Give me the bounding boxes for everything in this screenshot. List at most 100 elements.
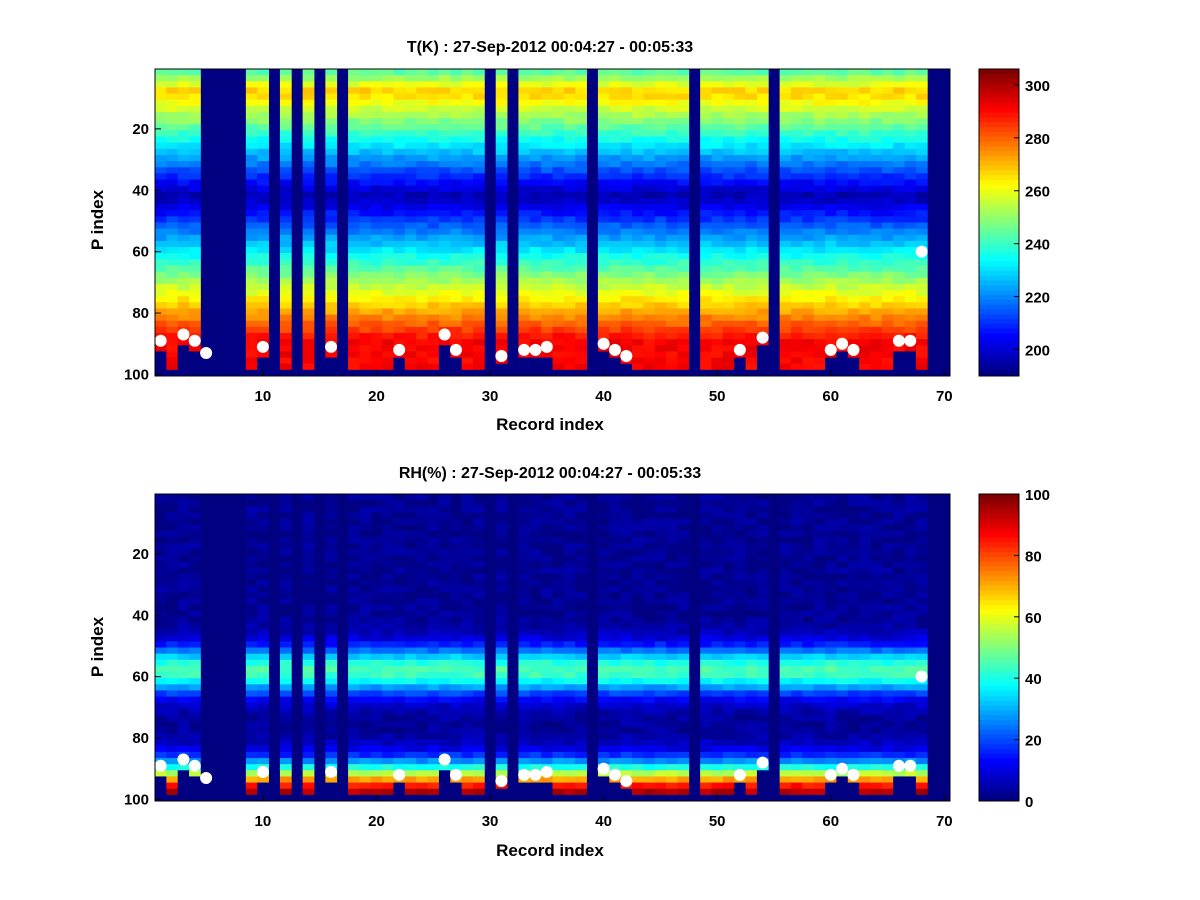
humidity-heatmap-cell: [325, 721, 338, 728]
temperature-heatmap-cell: [155, 124, 167, 131]
temperature-heatmap-cell: [791, 240, 803, 248]
humidity-heatmap-cell: [427, 536, 440, 544]
temperature-heatmap-cell: [541, 142, 553, 150]
humidity-heatmap-cell: [370, 708, 383, 716]
temperature-heatmap-cell: [904, 105, 917, 113]
humidity-heatmap-cell: [370, 647, 383, 655]
humidity-heatmap-cell: [734, 604, 746, 612]
humidity-heatmap-cell: [541, 518, 553, 526]
temperature-heatmap-cell: [541, 265, 553, 273]
humidity-heatmap-cell: [155, 518, 167, 526]
temperature-heatmap-cell: [666, 308, 678, 315]
humidity-heatmap-cell: [666, 733, 678, 740]
humidity-heatmap-cell: [155, 598, 167, 605]
temperature-heatmap-cell: [427, 142, 440, 150]
temperature-heatmap-cell: [404, 314, 417, 322]
temperature-heatmap-cell: [666, 314, 678, 322]
temperature-heatmap-cell: [575, 87, 587, 94]
humidity-heatmap-cell: [632, 604, 644, 612]
humidity-heatmap-cell: [666, 579, 678, 587]
humidity-heatmap-cell: [495, 727, 508, 734]
humidity-heatmap-cell: [529, 782, 542, 790]
temperature-heatmap-cell: [563, 105, 576, 113]
temperature-heatmap-cell: [189, 87, 201, 94]
temperature-heatmap-cell: [529, 111, 542, 119]
humidity-heatmap-cell: [325, 524, 338, 532]
humidity-heatmap-cell: [529, 494, 542, 501]
temperature-heatmap-cell: [473, 308, 485, 315]
temperature-heatmap-cell: [155, 154, 167, 162]
humidity-heatmap-cell: [177, 764, 190, 771]
temperature-heatmap-cell: [915, 105, 928, 113]
temperature-heatmap-cell: [620, 320, 633, 328]
temperature-record-column: [836, 69, 849, 377]
humidity-heatmap-cell: [495, 708, 508, 716]
temperature-heatmap-cell: [370, 173, 383, 180]
temperature-heatmap-cell: [359, 277, 372, 285]
temperature-heatmap-cell: [518, 173, 531, 180]
temperature-heatmap-cell: [348, 173, 360, 180]
humidity-heatmap-cell: [575, 782, 587, 790]
humidity-heatmap-cell: [404, 536, 417, 544]
humidity-heatmap-cell: [575, 622, 587, 630]
humidity-heatmap-cell: [541, 788, 553, 796]
temperature-heatmap-cell: [438, 87, 451, 94]
humidity-heatmap-cell: [495, 518, 508, 526]
temperature-heatmap-cell: [859, 326, 871, 334]
humidity-heatmap-cell: [302, 678, 315, 685]
temperature-heatmap-cell: [632, 326, 644, 334]
humidity-heatmap-cell: [166, 543, 179, 550]
humidity-heatmap-cell: [461, 647, 474, 655]
temperature-heatmap-cell: [756, 369, 769, 377]
temperature-heatmap-cell: [189, 277, 201, 285]
temperature-heatmap-cell: [189, 271, 201, 279]
humidity-heatmap-cell: [518, 494, 531, 501]
temperature-heatmap-cell: [620, 259, 633, 266]
humidity-heatmap-cell: [734, 616, 746, 624]
temperature-heatmap-cell: [279, 253, 292, 260]
humidity-heatmap-cell: [700, 573, 712, 581]
temperature-heatmap-cell: [847, 167, 860, 174]
temperature-heatmap-cell: [711, 333, 724, 340]
temperature-heatmap-cell: [461, 124, 474, 131]
temperature-heatmap-cell: [881, 154, 894, 162]
humidity-heatmap-cell: [643, 524, 656, 532]
temperature-heatmap-cell: [370, 228, 383, 236]
temperature-heatmap-cell: [711, 142, 724, 150]
temperature-heatmap-cell: [632, 118, 644, 125]
temperature-heatmap-cell: [791, 290, 803, 297]
humidity-heatmap-cell: [416, 610, 428, 618]
temperature-heatmap-cell: [404, 154, 417, 162]
temperature-heatmap-cell: [348, 265, 360, 273]
temperature-heatmap-cell: [166, 75, 179, 82]
humidity-heatmap-cell: [529, 739, 542, 747]
temperature-heatmap-cell: [575, 277, 587, 285]
temperature-heatmap-cell: [756, 308, 769, 315]
temperature-heatmap-cell: [802, 351, 815, 358]
temperature-heatmap-cell: [416, 105, 428, 113]
humidity-heatmap-cell: [370, 592, 383, 599]
temperature-heatmap-cell: [620, 326, 633, 334]
temperature-heatmap-cell: [813, 259, 826, 266]
temperature-heatmap-cell: [177, 111, 190, 119]
humidity-heatmap-cell: [359, 506, 372, 513]
humidity-heatmap-cell: [632, 567, 644, 575]
humidity-heatmap-cell: [416, 592, 428, 599]
humidity-heatmap-cell: [666, 586, 678, 593]
temperature-heatmap-cell: [450, 228, 463, 236]
humidity-heatmap-cell: [552, 573, 565, 581]
temperature-heatmap-cell: [529, 234, 542, 242]
humidity-heatmap-cell: [552, 579, 565, 587]
humidity-heatmap-cell: [711, 758, 724, 765]
humidity-heatmap-cell: [529, 530, 542, 538]
humidity-heatmap-cell: [279, 506, 292, 513]
temperature-heatmap-cell: [825, 283, 837, 291]
temperature-heatmap-cell: [859, 271, 871, 279]
temperature-heatmap-cell: [541, 81, 553, 88]
humidity-heatmap-cell: [666, 684, 678, 691]
temperature-heatmap-cell: [700, 167, 712, 174]
humidity-heatmap-cell: [620, 770, 633, 777]
temperature-heatmap-cell: [189, 81, 201, 88]
humidity-heatmap-cell: [279, 788, 292, 796]
temperature-heatmap-cell: [575, 197, 587, 205]
